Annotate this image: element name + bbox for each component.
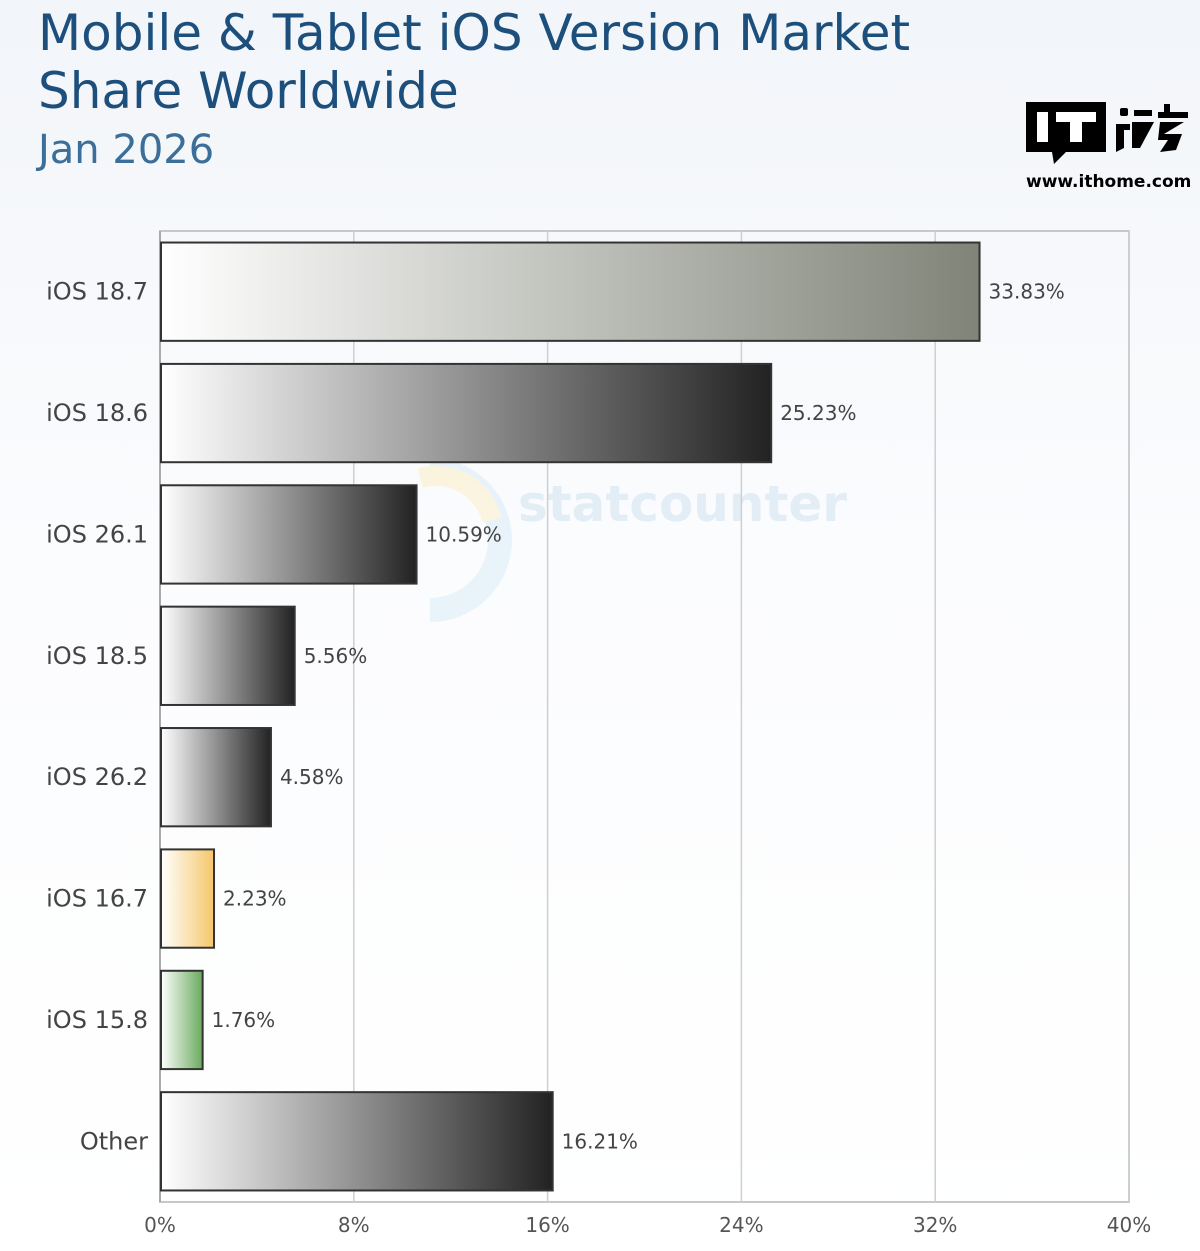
category-label: iOS 18.6 [46, 399, 148, 427]
statcounter-watermark-text: statcounter [518, 475, 847, 533]
bar-other [160, 1091, 554, 1192]
category-label: iOS 16.7 [46, 885, 148, 913]
value-label: 16.21% [562, 1129, 638, 1153]
bar-ios-16-7 [160, 848, 216, 949]
bar-ios-18-6 [160, 362, 773, 464]
chart-subtitle: Jan 2026 [38, 127, 215, 173]
ithome-logo: www.ithome.com [1024, 96, 1192, 196]
category-label: iOS 18.7 [46, 278, 148, 306]
value-label: 25.23% [780, 401, 856, 425]
bar-ios-18-5 [160, 605, 296, 706]
value-label: 33.83% [989, 280, 1065, 304]
value-label: 5.56% [304, 644, 368, 668]
chart-title: Mobile & Tablet iOS Version Market Share… [38, 4, 911, 120]
x-tick-label: 0% [144, 1213, 176, 1237]
category-label: iOS 26.2 [46, 763, 148, 791]
category-label: iOS 18.5 [46, 642, 148, 670]
x-tick-label: 32% [913, 1213, 957, 1237]
value-label: 4.58% [280, 765, 344, 789]
bar-ios-26-1 [160, 484, 418, 585]
category-label: iOS 26.1 [46, 520, 148, 548]
bar-ios-26-2 [160, 727, 272, 828]
x-tick-label: 8% [338, 1213, 370, 1237]
x-tick-label: 16% [525, 1213, 569, 1237]
bar-ios-15-8 [160, 969, 204, 1071]
ithome-logo-mark [1026, 102, 1188, 164]
bar-ios-18-7 [160, 241, 981, 342]
value-label: 2.23% [223, 887, 287, 911]
statcounter-watermark: statcounter [417, 458, 847, 622]
x-tick-label: 24% [719, 1213, 763, 1237]
category-label: Other [80, 1127, 148, 1155]
value-label: 10.59% [426, 522, 502, 546]
value-label: 1.76% [212, 1008, 276, 1032]
category-label: iOS 15.8 [46, 1006, 148, 1034]
x-tick-label: 40% [1107, 1213, 1151, 1237]
ithome-url: www.ithome.com [1026, 172, 1192, 192]
